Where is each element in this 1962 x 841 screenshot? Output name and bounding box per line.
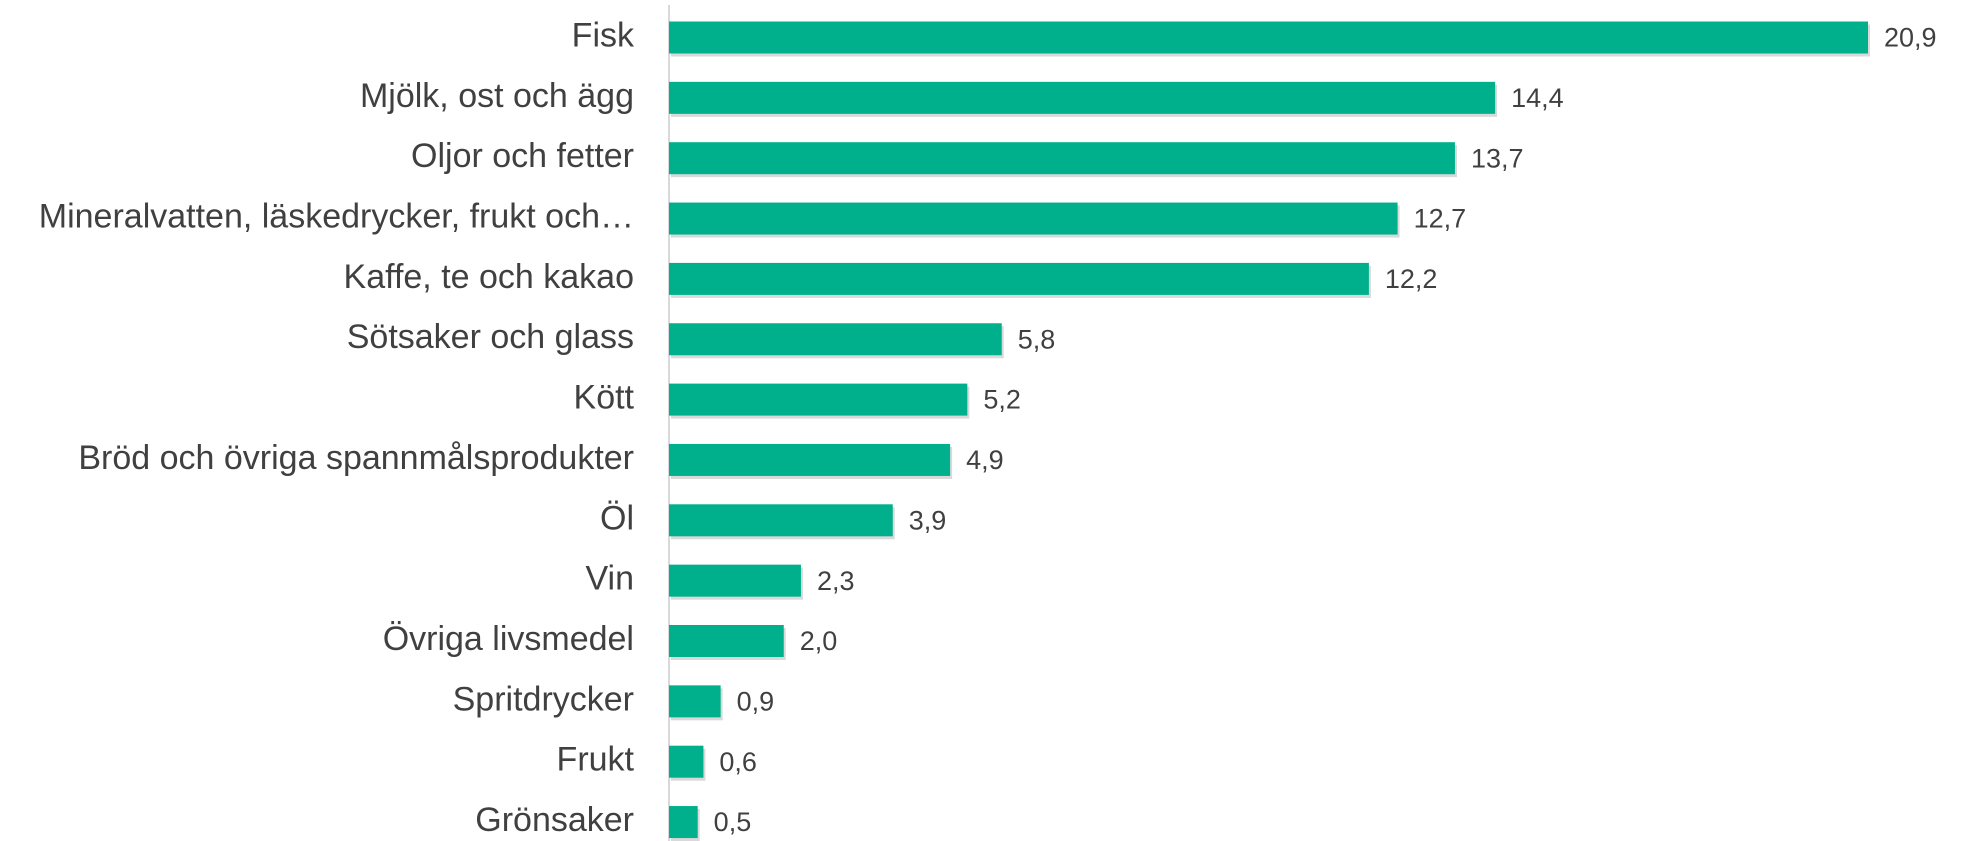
bar bbox=[669, 806, 698, 839]
value-label: 0,5 bbox=[714, 807, 752, 837]
bar bbox=[669, 685, 721, 718]
value-label: 14,4 bbox=[1511, 83, 1564, 113]
category-label: Fisk bbox=[572, 16, 635, 54]
bar bbox=[669, 564, 801, 597]
bar bbox=[669, 202, 1398, 235]
category-label: Grönsaker bbox=[475, 801, 634, 839]
bar bbox=[669, 745, 704, 778]
value-label: 2,3 bbox=[817, 566, 855, 596]
bar bbox=[669, 262, 1369, 295]
value-label: 0,6 bbox=[719, 747, 757, 777]
value-label: 5,2 bbox=[983, 385, 1021, 415]
bar bbox=[669, 443, 951, 476]
category-label: Mineralvatten, läskedrycker, frukt och… bbox=[39, 198, 634, 236]
value-label: 12,2 bbox=[1385, 264, 1438, 294]
value-label: 20,9 bbox=[1884, 23, 1937, 53]
category-label: Frukt bbox=[557, 741, 635, 779]
category-label: Bröd och övriga spannmålsprodukter bbox=[78, 439, 634, 477]
value-label: 3,9 bbox=[909, 505, 947, 535]
value-label: 13,7 bbox=[1471, 143, 1524, 173]
category-label: Sötsaker och glass bbox=[347, 318, 634, 356]
value-label: 0,9 bbox=[737, 686, 775, 716]
category-label: Mjölk, ost och ägg bbox=[360, 77, 634, 115]
category-label: Kaffe, te och kakao bbox=[344, 258, 634, 296]
bar bbox=[669, 625, 784, 657]
bar bbox=[669, 81, 1496, 114]
bar bbox=[669, 21, 1868, 54]
value-label: 5,8 bbox=[1018, 324, 1056, 354]
bar bbox=[669, 142, 1455, 175]
value-label: 2,0 bbox=[800, 626, 838, 656]
category-label: Övriga livsmedel bbox=[383, 620, 634, 658]
category-label: Vin bbox=[585, 560, 634, 598]
category-label: Oljor och fetter bbox=[411, 137, 634, 175]
bar bbox=[669, 383, 968, 416]
category-label: Kött bbox=[574, 379, 635, 417]
value-label: 4,9 bbox=[966, 445, 1004, 475]
bar bbox=[669, 323, 1002, 356]
bar bbox=[669, 504, 893, 537]
category-label: Spritdrycker bbox=[453, 680, 634, 718]
category-label: Öl bbox=[600, 499, 634, 537]
value-label: 12,7 bbox=[1414, 204, 1467, 234]
